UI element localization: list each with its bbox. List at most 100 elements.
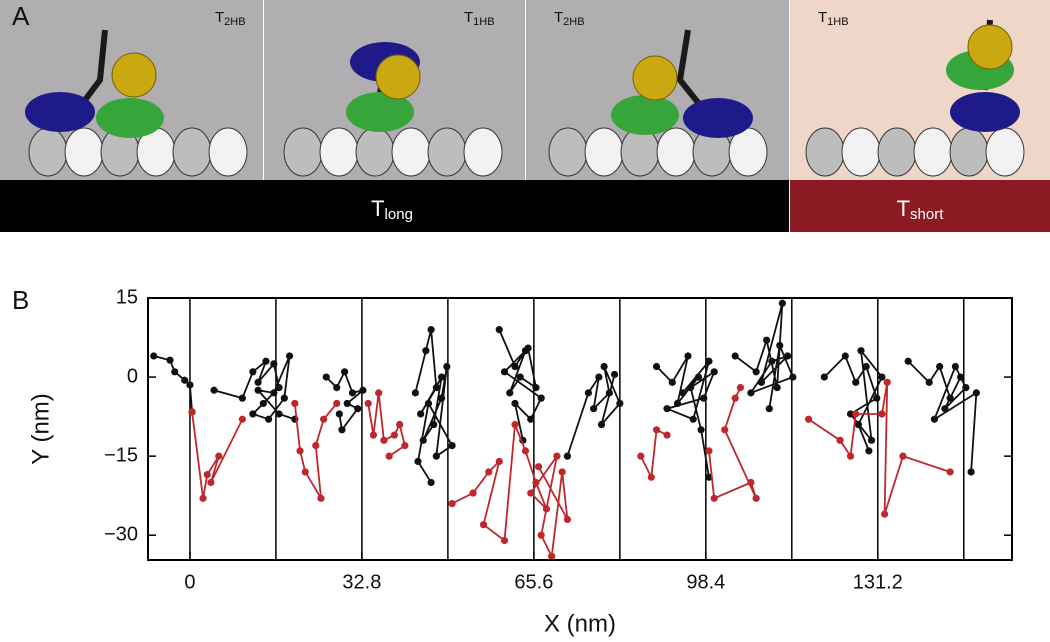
state-main: T	[554, 9, 563, 26]
trace-point	[616, 399, 624, 408]
trace-point	[532, 384, 540, 392]
trace-point	[584, 389, 592, 397]
bead	[805, 127, 845, 177]
trace-point	[865, 447, 873, 455]
trace-point	[773, 384, 781, 392]
trace-point	[317, 494, 325, 502]
trace-point	[301, 468, 309, 476]
trace-point	[511, 399, 519, 408]
head-green	[346, 92, 414, 132]
bead	[319, 127, 359, 177]
bead	[841, 127, 881, 177]
trace-point	[322, 373, 330, 381]
bead	[64, 127, 104, 177]
trace-point	[936, 362, 944, 371]
trace-point	[500, 536, 509, 545]
x-tick-label: 131.2	[853, 571, 903, 593]
trace-point	[333, 399, 341, 408]
trace-point	[270, 389, 278, 397]
y-tick-label: 0	[127, 365, 138, 387]
trace-point	[479, 521, 488, 529]
trace-point	[846, 452, 855, 460]
bead	[208, 127, 248, 177]
trace-point	[380, 436, 388, 444]
trace-point	[668, 378, 676, 386]
trace-point	[878, 410, 886, 418]
trace-point	[804, 415, 813, 423]
cargo	[967, 24, 1013, 70]
trace-point	[736, 384, 745, 392]
trace-point	[600, 362, 608, 371]
head-green	[611, 95, 679, 135]
trace-point	[548, 552, 556, 560]
trace-point	[414, 457, 422, 466]
trace-point	[411, 389, 419, 397]
trace-point	[254, 378, 262, 386]
trace-point	[710, 368, 718, 376]
trace-point	[296, 447, 304, 455]
trace-point	[430, 420, 438, 429]
trace-point	[291, 399, 299, 408]
trace-point	[354, 405, 362, 413]
bar-sub: long	[385, 206, 413, 223]
trace-point	[238, 415, 246, 423]
trace-point	[873, 394, 881, 402]
trace-point	[679, 389, 687, 397]
trace-point	[694, 373, 703, 381]
trace-point	[511, 420, 519, 429]
stalk	[82, 29, 108, 102]
x-tick-label: 98.4	[686, 571, 725, 593]
trace-point	[527, 489, 535, 497]
trace-point	[419, 436, 427, 444]
trace-point	[448, 499, 456, 508]
trace-point	[558, 468, 566, 476]
trace-point	[563, 452, 572, 460]
trace-point	[448, 442, 456, 450]
trace-point	[312, 442, 320, 450]
trace-point	[275, 410, 283, 418]
trace-point	[752, 494, 760, 502]
trace-point	[432, 384, 440, 392]
trace-point	[203, 470, 211, 479]
trace-point	[836, 436, 844, 444]
y-tick-label: −15	[104, 444, 138, 466]
trace-point	[150, 352, 158, 360]
trace-point	[768, 357, 776, 365]
trace-point	[254, 386, 262, 394]
trace-point	[776, 341, 784, 350]
trace-point	[537, 394, 545, 402]
state-sub: 2HB	[563, 16, 584, 28]
head-green	[96, 98, 164, 138]
trace-point	[485, 468, 493, 476]
trace-point	[348, 389, 357, 397]
trace-point	[930, 415, 939, 423]
bead	[172, 127, 212, 177]
trace-point	[521, 447, 530, 455]
x-tick-label: 65.6	[514, 571, 553, 593]
y-tick-label: 15	[116, 286, 138, 308]
trace-point	[270, 360, 278, 368]
bar-main: T	[371, 196, 384, 221]
trace-point	[652, 362, 661, 371]
trace-point	[166, 356, 174, 364]
trace-point	[385, 452, 393, 460]
trace-point	[663, 405, 671, 413]
trace-point	[747, 389, 755, 397]
trace-point	[401, 442, 409, 450]
trace-point	[957, 373, 965, 381]
trace-point	[506, 389, 514, 397]
trace-point	[757, 378, 765, 386]
x-tick-label: 0	[184, 571, 195, 593]
trace-point	[359, 386, 367, 394]
trace-point	[652, 426, 661, 434]
trace-point	[469, 489, 477, 497]
trace-point	[432, 452, 440, 460]
state-label: T2HB	[554, 9, 585, 28]
bar-sub: short	[910, 206, 944, 223]
trace-point	[210, 386, 218, 394]
trace-point	[280, 394, 288, 402]
trace-point	[249, 368, 257, 376]
trace-point	[335, 410, 343, 418]
